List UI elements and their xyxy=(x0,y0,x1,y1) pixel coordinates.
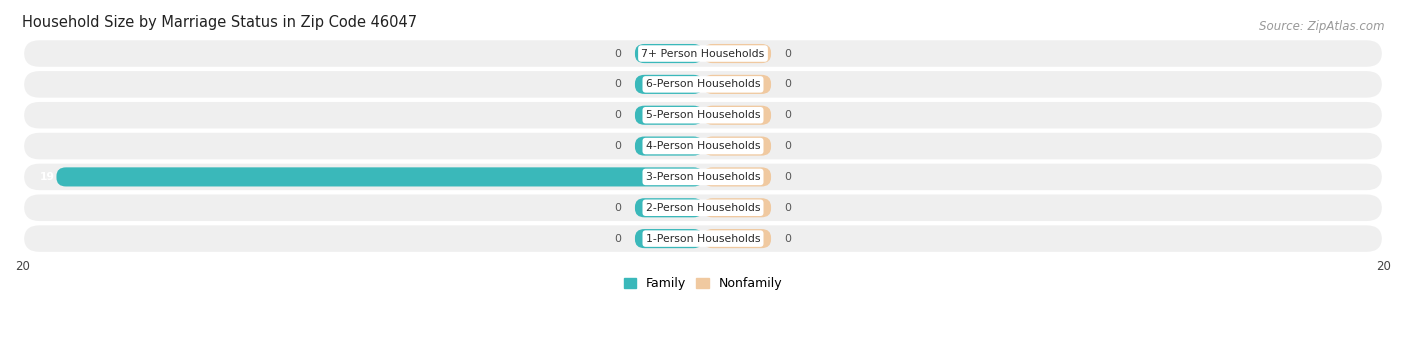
FancyBboxPatch shape xyxy=(703,229,770,248)
FancyBboxPatch shape xyxy=(703,136,770,155)
Text: 1-Person Households: 1-Person Households xyxy=(645,234,761,243)
Text: 0: 0 xyxy=(785,203,792,213)
FancyBboxPatch shape xyxy=(636,75,703,94)
FancyBboxPatch shape xyxy=(24,133,1382,159)
FancyBboxPatch shape xyxy=(636,44,703,63)
FancyBboxPatch shape xyxy=(703,75,770,94)
Text: 2-Person Households: 2-Person Households xyxy=(645,203,761,213)
FancyBboxPatch shape xyxy=(24,40,1382,67)
Text: 0: 0 xyxy=(614,234,621,243)
Text: Household Size by Marriage Status in Zip Code 46047: Household Size by Marriage Status in Zip… xyxy=(22,15,418,30)
Text: 0: 0 xyxy=(785,234,792,243)
Text: 6-Person Households: 6-Person Households xyxy=(645,79,761,89)
FancyBboxPatch shape xyxy=(24,71,1382,98)
Text: 0: 0 xyxy=(614,110,621,120)
Text: 19: 19 xyxy=(39,172,55,182)
Text: 3-Person Households: 3-Person Households xyxy=(645,172,761,182)
Text: 5-Person Households: 5-Person Households xyxy=(645,110,761,120)
FancyBboxPatch shape xyxy=(24,164,1382,190)
FancyBboxPatch shape xyxy=(636,198,703,217)
FancyBboxPatch shape xyxy=(636,136,703,155)
Text: 4-Person Households: 4-Person Households xyxy=(645,141,761,151)
Text: 0: 0 xyxy=(785,110,792,120)
Text: 0: 0 xyxy=(785,172,792,182)
FancyBboxPatch shape xyxy=(703,167,770,187)
FancyBboxPatch shape xyxy=(24,102,1382,129)
Text: Source: ZipAtlas.com: Source: ZipAtlas.com xyxy=(1260,20,1385,33)
FancyBboxPatch shape xyxy=(703,198,770,217)
FancyBboxPatch shape xyxy=(24,225,1382,252)
Text: 0: 0 xyxy=(785,79,792,89)
Text: 0: 0 xyxy=(785,141,792,151)
Text: 0: 0 xyxy=(614,203,621,213)
FancyBboxPatch shape xyxy=(24,194,1382,221)
FancyBboxPatch shape xyxy=(56,167,703,187)
Text: 0: 0 xyxy=(785,48,792,59)
FancyBboxPatch shape xyxy=(636,229,703,248)
Legend: Family, Nonfamily: Family, Nonfamily xyxy=(619,272,787,295)
Text: 0: 0 xyxy=(614,48,621,59)
FancyBboxPatch shape xyxy=(636,106,703,125)
Text: 7+ Person Households: 7+ Person Households xyxy=(641,48,765,59)
FancyBboxPatch shape xyxy=(703,44,770,63)
Text: 0: 0 xyxy=(614,79,621,89)
Text: 0: 0 xyxy=(614,141,621,151)
FancyBboxPatch shape xyxy=(703,106,770,125)
